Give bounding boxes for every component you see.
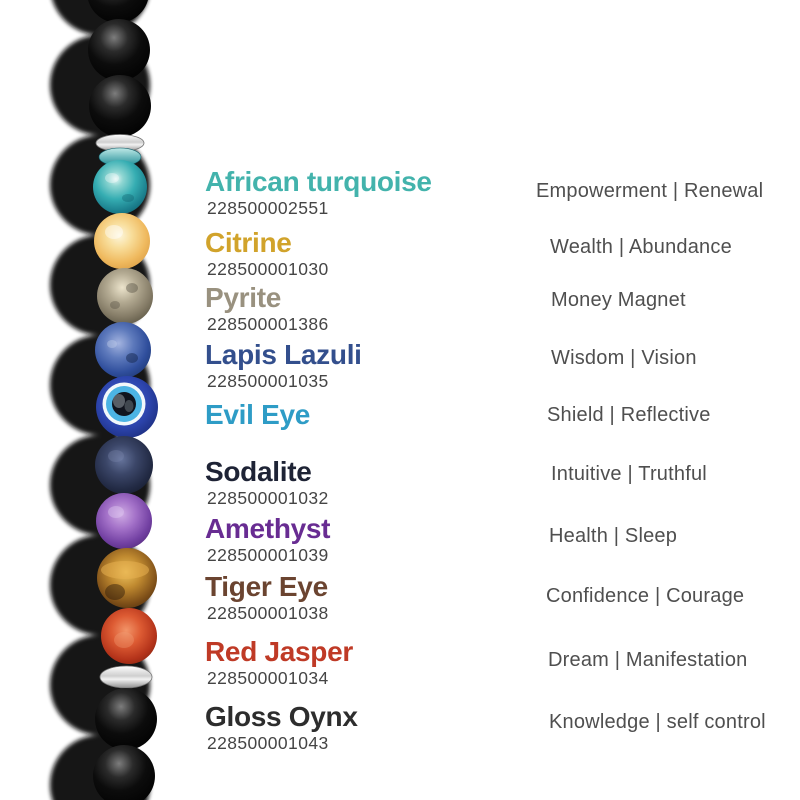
stone-sku: 228500002551 — [207, 198, 329, 218]
stone-sku: 228500001043 — [207, 733, 329, 753]
stone-row: Gloss Oynx 228500001043 — [205, 701, 358, 754]
bead-black-onyx-2 — [88, 19, 150, 81]
stone-sku: 228500001030 — [207, 259, 329, 279]
stone-sku: 228500001039 — [207, 545, 329, 565]
bracelet-strand — [0, 0, 180, 800]
stone-row: Amethyst 228500001039 — [205, 513, 330, 566]
bead-african-turquoise — [93, 160, 147, 214]
bead-amethyst — [96, 493, 152, 549]
stone-meaning: Confidence | Courage — [546, 585, 745, 607]
bead-evil-eye — [96, 376, 158, 438]
stone-name: African turquoise — [205, 166, 432, 197]
stone-name: Red Jasper — [205, 636, 353, 667]
stone-name: Amethyst — [205, 513, 331, 544]
stone-row: African turquoise 228500002551 — [205, 166, 432, 219]
stone-row: Lapis Lazuli 228500001035 — [205, 339, 362, 392]
stone-name: Evil Eye — [205, 399, 311, 430]
stone-sku: 228500001386 — [207, 314, 329, 334]
stone-name: Lapis Lazuli — [205, 339, 362, 370]
stone-sku: 228500001038 — [207, 603, 329, 623]
bead-red-jasper — [101, 608, 157, 664]
bead-black-onyx-1 — [88, 0, 148, 23]
stone-meaning: Health | Sleep — [549, 525, 678, 547]
bead-silver-spacer-bottom — [99, 665, 153, 689]
stone-name: Pyrite — [205, 282, 282, 313]
stone-row: Tiger Eye 228500001038 — [205, 571, 329, 624]
stone-meaning: Wisdom | Vision — [551, 347, 697, 369]
stone-meaning: Knowledge | self control — [549, 711, 766, 733]
stone-meaning: Intuitive | Truthful — [551, 463, 707, 485]
stone-sku: 228500001034 — [207, 668, 329, 688]
bead-pyrite — [97, 268, 153, 324]
stone-row: Sodalite 228500001032 — [205, 456, 329, 509]
stone-sku: 228500001035 — [207, 371, 329, 391]
bracelet-strand-image — [50, 0, 158, 800]
stone-meaning: Money Magnet — [551, 289, 686, 311]
bead-citrine — [94, 213, 150, 269]
stone-meaning: Dream | Manifestation — [548, 649, 748, 671]
stone-name: Citrine — [205, 227, 292, 258]
stone-meaning: Wealth | Abundance — [550, 236, 732, 258]
stone-name: Gloss Oynx — [205, 701, 358, 732]
bead-black-onyx-3 — [89, 75, 151, 137]
stone-meaning: Empowerment | Renewal — [536, 180, 764, 202]
stone-meaning: Shield | Reflective — [547, 404, 711, 426]
stone-name: Tiger Eye — [205, 571, 328, 602]
stone-sku: 228500001032 — [207, 488, 329, 508]
stone-name: Sodalite — [205, 456, 312, 487]
stone-row: Citrine 228500001030 — [205, 227, 329, 280]
stone-row: Red Jasper 228500001034 — [205, 636, 353, 689]
bead-black-onyx-4 — [95, 688, 157, 750]
bead-black-onyx-5 — [93, 745, 155, 800]
bead-sodalite — [95, 436, 153, 494]
bead-tiger-eye — [97, 548, 157, 608]
bead-lapis-lazuli — [95, 322, 151, 378]
stone-row: Pyrite 228500001386 — [205, 282, 329, 335]
stone-row: Evil Eye — [205, 399, 310, 431]
